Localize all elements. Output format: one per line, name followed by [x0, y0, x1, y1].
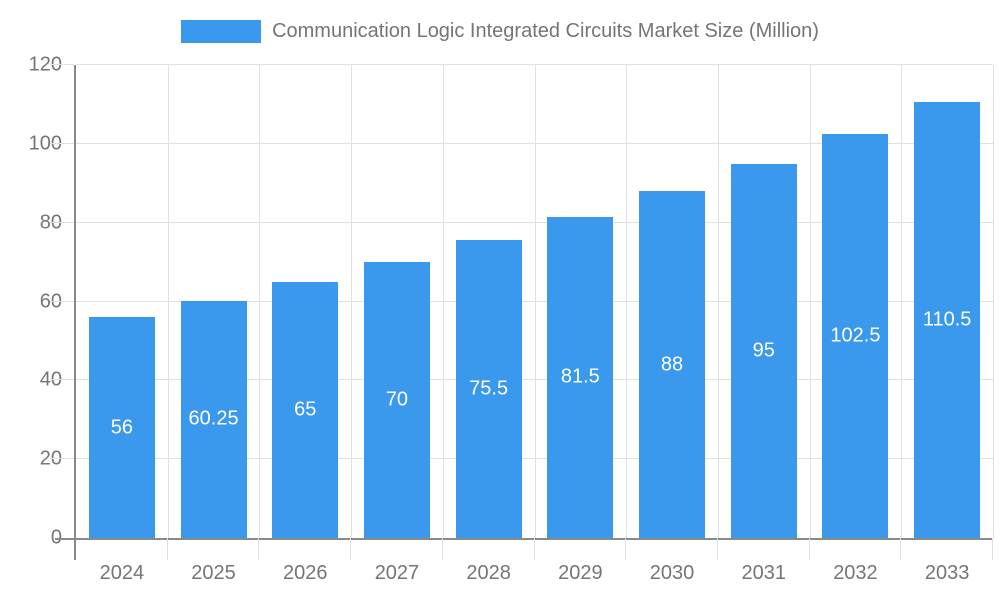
gridline-vertical: [442, 65, 444, 538]
bar-value-label: 95: [752, 339, 775, 362]
bar-value-label: 60.25: [188, 407, 239, 430]
plot-area: 56 60.25 65 70 75.5 81.5 88 95 102.5 110.5: [50, 64, 994, 560]
bar: 56: [88, 317, 155, 538]
bar: 102.5: [822, 133, 889, 538]
gridline-vertical: [809, 65, 811, 538]
x-axis-tick: [258, 538, 260, 560]
x-tick-label: 2028: [466, 562, 511, 584]
y-axis-tick: [50, 221, 74, 223]
x-axis-tick: [533, 538, 535, 560]
x-axis-tick: [166, 538, 168, 560]
bar: 65: [272, 281, 339, 538]
gridline-vertical: [901, 65, 903, 538]
bar: 110.5: [914, 102, 981, 538]
x-tick-label: 2030: [649, 562, 695, 584]
gridline-horizontal: [76, 64, 993, 65]
gridline-vertical: [626, 65, 628, 538]
y-axis-tick: [50, 142, 74, 144]
bar: 88: [639, 191, 706, 538]
bar-value-label: 56: [110, 416, 133, 439]
y-axis-tick: [50, 458, 74, 460]
x-axis-tick: [74, 538, 76, 560]
gridline-vertical: [167, 65, 169, 538]
x-axis-tick: [808, 538, 810, 560]
gridline-vertical: [259, 65, 261, 538]
x-tick-label: 2033: [924, 562, 970, 584]
y-axis-tick: [50, 300, 74, 302]
y-tick-label: 100: [28, 132, 62, 155]
x-tick-label: 2031: [741, 562, 787, 584]
x-axis-tick: [625, 538, 627, 560]
bar: 81.5: [547, 216, 614, 538]
bar-value-label: 65: [294, 398, 317, 421]
x-tick-label: 2027: [374, 562, 420, 584]
bar-value-label: 81.5: [560, 365, 600, 388]
x-tick-label: 2029: [558, 562, 603, 584]
x-tick-label: 2032: [833, 562, 878, 584]
x-axis-tick: [350, 538, 352, 560]
bar: 60.25: [180, 300, 247, 538]
x-axis-labels: 2024 2025 2026 2027 2028 2029 2030 2031 2032 2033: [76, 558, 993, 588]
bar-value-label: 88: [660, 353, 684, 376]
y-axis-tick: [50, 379, 74, 381]
y-axis-labels: 020406080100120: [0, 54, 62, 549]
bar: 75.5: [455, 240, 522, 538]
x-axis-tick: [992, 538, 993, 560]
y-axis-tick: [50, 64, 74, 65]
x-axis-zero-tick: [55, 538, 74, 540]
gridline-vertical: [993, 65, 994, 538]
legend: Communication Logic Integrated Circuits …: [0, 20, 1000, 43]
bar: 95: [730, 163, 797, 538]
y-tick-label: 60: [39, 290, 62, 312]
bar-value-label: 110.5: [922, 308, 972, 331]
gridline-vertical: [717, 65, 719, 538]
bar-value-label: 75.5: [469, 377, 509, 400]
x-axis-tick: [441, 538, 443, 560]
bar: 70: [363, 262, 430, 538]
x-axis-tick: [900, 538, 902, 560]
x-tick-label: 2024: [99, 562, 145, 584]
legend-label: Communication Logic Integrated Circuits …: [272, 20, 819, 42]
x-axis-tick: [716, 538, 718, 560]
y-tick-label: 0: [51, 527, 62, 550]
bar-value-label: 70: [385, 388, 409, 411]
bar-value-label: 102.5: [830, 324, 881, 347]
gridline-vertical: [351, 65, 353, 538]
legend-swatch: [181, 20, 262, 43]
x-tick-label: 2026: [283, 562, 328, 584]
y-tick-label: 120: [28, 53, 62, 76]
x-tick-label: 2025: [191, 562, 236, 584]
gridline-vertical: [534, 65, 536, 538]
